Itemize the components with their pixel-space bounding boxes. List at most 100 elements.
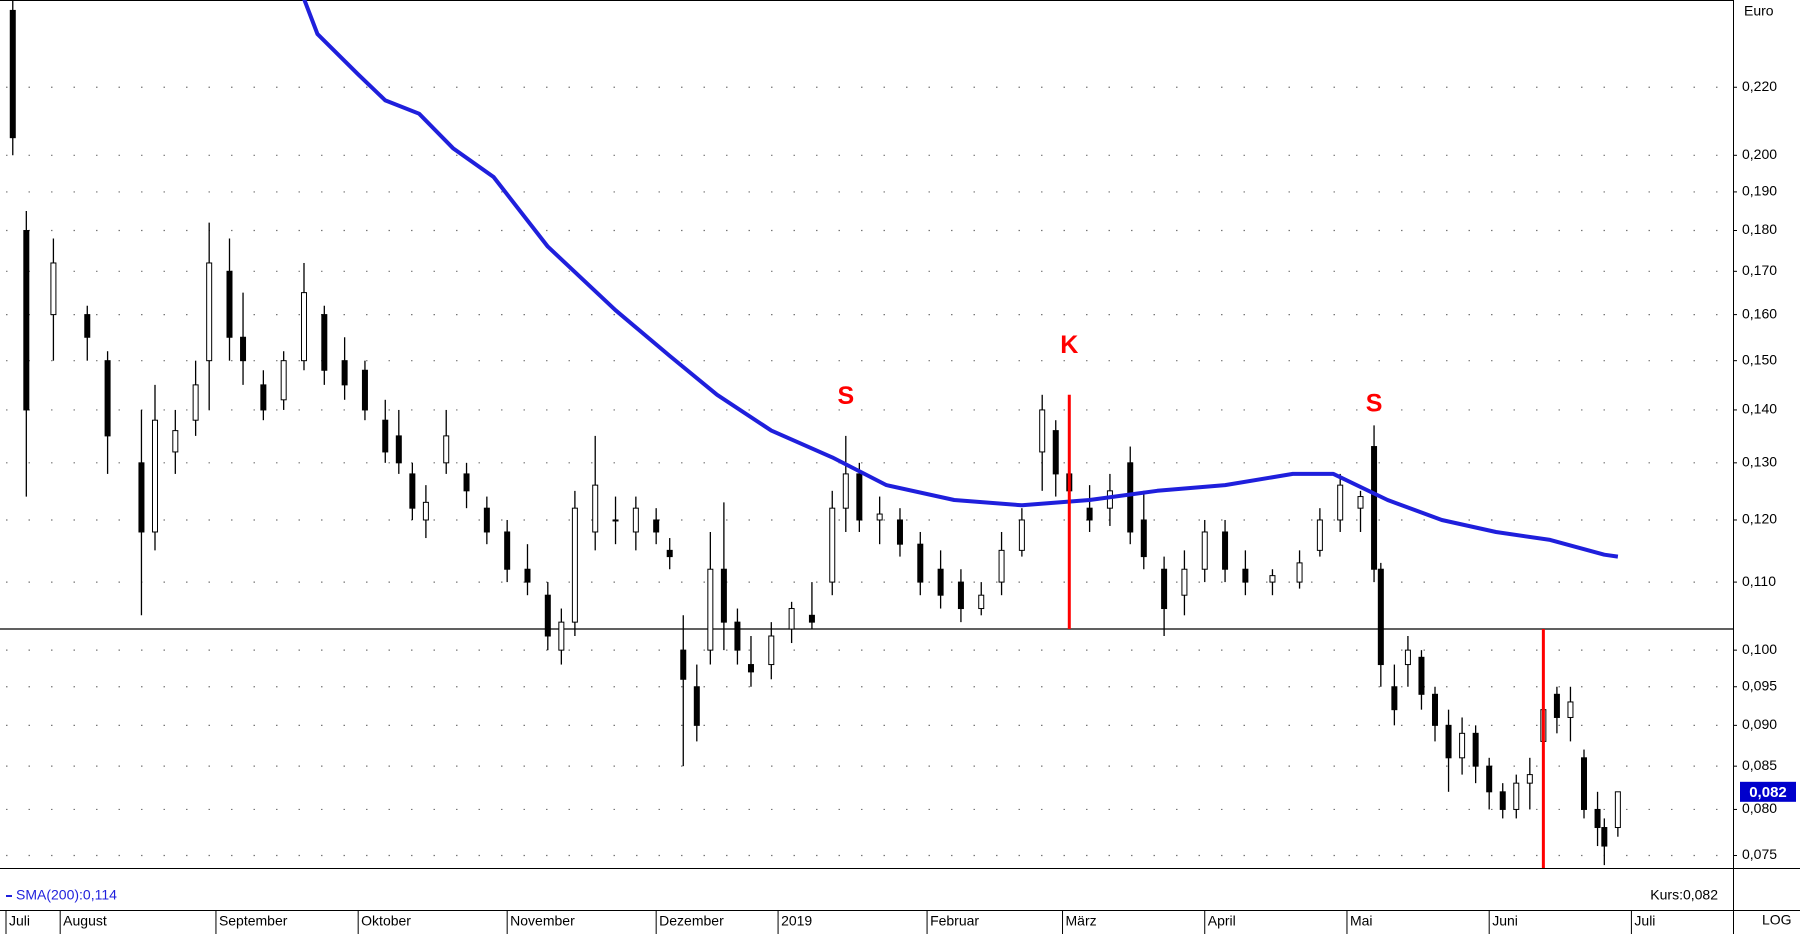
candle-body xyxy=(23,230,30,411)
x-tick-label: März xyxy=(1066,913,1097,929)
candle-body xyxy=(957,581,964,610)
y-tick-label: 0,160 xyxy=(1742,305,1777,321)
candle-body xyxy=(612,519,619,522)
candle-body xyxy=(998,549,1005,583)
x-tick-label: Oktober xyxy=(361,913,411,929)
price-label: Kurs:0,082 xyxy=(1650,887,1718,903)
scale-label: LOG xyxy=(1762,912,1792,928)
candle-body xyxy=(917,543,924,583)
candle-body xyxy=(571,507,578,623)
candle-body xyxy=(1316,519,1323,551)
candle-body xyxy=(1086,507,1093,521)
candle-body xyxy=(206,262,213,362)
candle-body xyxy=(707,568,714,651)
current-price-box xyxy=(1740,781,1796,802)
candle-body xyxy=(1296,562,1303,583)
y-tick-label: 0,180 xyxy=(1742,221,1777,237)
candle-body xyxy=(1052,430,1059,475)
candle-body xyxy=(1018,519,1025,551)
unit-label: Euro xyxy=(1744,3,1774,19)
candle-body xyxy=(808,614,815,623)
y-tick-label: 0,170 xyxy=(1742,262,1777,278)
candle-body xyxy=(1567,701,1574,718)
candle-body xyxy=(937,568,944,596)
y-tick-label: 0,220 xyxy=(1742,78,1777,94)
candle-body xyxy=(1432,693,1439,726)
x-tick-label: September xyxy=(219,913,288,929)
candle-body xyxy=(896,519,903,545)
candle-body xyxy=(653,519,660,533)
y-tick-label: 0,110 xyxy=(1742,573,1776,589)
candle-body xyxy=(226,270,233,338)
y-tick-label: 0,120 xyxy=(1742,511,1777,527)
candle-body xyxy=(978,594,985,610)
candle-body xyxy=(1371,446,1378,570)
y-tick-label: 0,090 xyxy=(1742,716,1777,732)
candle-body xyxy=(321,314,328,371)
candle-body xyxy=(341,360,348,386)
candle-body xyxy=(443,435,450,464)
sma-line xyxy=(302,0,1619,559)
candle-body xyxy=(1222,531,1229,570)
y-tick-label: 0,095 xyxy=(1742,677,1777,693)
candle-body xyxy=(409,473,416,509)
candle-body xyxy=(768,635,775,666)
candle-body xyxy=(1181,568,1188,596)
candle-body xyxy=(1614,791,1621,829)
y-tick-label: 0,140 xyxy=(1742,401,1777,417)
candle-body xyxy=(1553,693,1560,718)
candle-body xyxy=(1499,791,1506,810)
candle-body xyxy=(693,686,700,726)
candle-body xyxy=(9,9,16,139)
current-price-label: 0,082 xyxy=(1749,784,1787,801)
x-tick-label: April xyxy=(1208,913,1236,929)
candle-body xyxy=(104,360,111,437)
candle-body xyxy=(680,649,687,680)
candle-body xyxy=(192,384,199,421)
candle-body xyxy=(483,507,490,533)
candle-body xyxy=(1377,568,1384,666)
candle-body xyxy=(592,484,599,533)
candle-body xyxy=(138,462,145,533)
candle-body xyxy=(1242,568,1249,583)
y-tick-label: 0,200 xyxy=(1742,146,1777,162)
candle-body xyxy=(1486,765,1493,793)
candle-body xyxy=(280,360,287,401)
y-tick-label: 0,080 xyxy=(1742,800,1777,816)
x-tick-label: Juli xyxy=(1634,913,1655,929)
x-tick-label: 2019 xyxy=(781,913,812,929)
candle-body xyxy=(524,568,531,583)
y-tick-label: 0,190 xyxy=(1742,183,1777,199)
y-tick-label: 0,130 xyxy=(1742,454,1777,470)
candle-body xyxy=(172,430,179,453)
x-tick-label: Dezember xyxy=(659,913,724,929)
candle-body xyxy=(747,664,754,673)
annotation: S xyxy=(837,382,854,410)
y-tick-label: 0,085 xyxy=(1742,757,1777,773)
candle-body xyxy=(463,473,470,492)
candle-body xyxy=(666,549,673,558)
candle-body xyxy=(382,419,389,453)
x-tick-label: August xyxy=(63,913,107,929)
y-tick-label: 0,100 xyxy=(1742,641,1777,657)
candle-body xyxy=(1127,462,1134,533)
candle-body xyxy=(1337,484,1344,521)
candle-body xyxy=(260,384,267,411)
candle-body xyxy=(1594,808,1601,829)
annotation: S xyxy=(1366,389,1383,417)
candle-body xyxy=(1418,656,1425,695)
candle-body xyxy=(1526,774,1533,784)
candle-body xyxy=(856,473,863,521)
candle-body xyxy=(1601,827,1608,847)
candle-body xyxy=(720,568,727,623)
candle-body xyxy=(84,314,91,338)
candle-body xyxy=(842,473,849,509)
candle-body xyxy=(632,507,639,533)
x-tick-label: November xyxy=(510,913,575,929)
x-tick-label: Februar xyxy=(930,913,979,929)
candle-body xyxy=(558,621,565,651)
candle-body xyxy=(788,608,795,630)
sma-legend: SMA(200):0,114 xyxy=(16,887,117,903)
candle-body xyxy=(151,419,158,533)
candle-body xyxy=(876,513,883,521)
